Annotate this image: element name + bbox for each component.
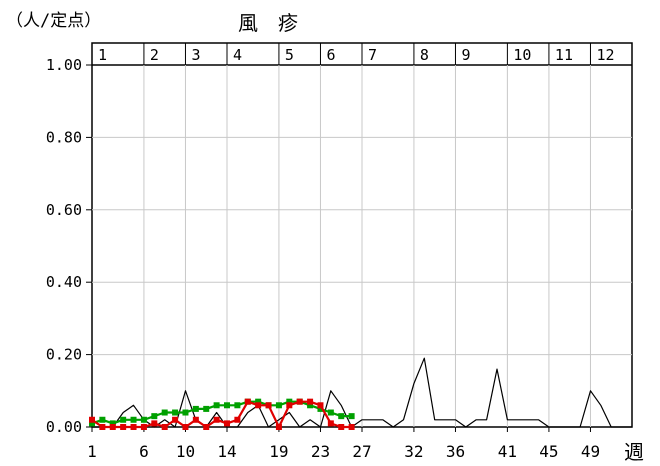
month-label: 4 bbox=[233, 46, 242, 64]
series-3-point bbox=[130, 424, 137, 430]
series-2-point bbox=[140, 416, 147, 423]
series-2-point bbox=[224, 402, 230, 409]
series-2-point bbox=[99, 416, 106, 423]
series-3-point bbox=[286, 402, 293, 409]
series-2-point bbox=[348, 413, 355, 420]
y-axis: 0.00 0.20 0.40 0.60 0.80 1.00 bbox=[46, 56, 92, 436]
series-2-point bbox=[317, 405, 324, 412]
month-label: 10 bbox=[513, 46, 531, 64]
x-tick-label: 41 bbox=[498, 442, 517, 461]
y-tick-label: 0.60 bbox=[46, 201, 82, 219]
x-tick-label: 45 bbox=[539, 442, 558, 461]
series-2-point bbox=[255, 398, 262, 405]
x-tick-label: 19 bbox=[269, 442, 288, 461]
y-unit-label: （人/定点） bbox=[6, 11, 101, 31]
series-3-point bbox=[296, 398, 303, 405]
x-tick-label: 10 bbox=[176, 442, 195, 461]
series-2-point bbox=[203, 405, 210, 412]
month-label: 7 bbox=[368, 46, 377, 64]
series-3-point bbox=[172, 416, 179, 423]
x-tick-label: 14 bbox=[217, 442, 236, 461]
y-tick-label: 0.00 bbox=[46, 418, 82, 436]
month-label: 9 bbox=[461, 46, 470, 64]
series-2-point bbox=[338, 413, 345, 420]
month-label: 8 bbox=[420, 46, 429, 64]
x-axis: 1 6 10 14 19 23 27 32 36 41 45 49 bbox=[87, 427, 600, 461]
series-2-point bbox=[327, 409, 334, 416]
month-label: 2 bbox=[150, 46, 159, 64]
series-2-point bbox=[130, 416, 137, 423]
x-tick-label: 23 bbox=[311, 442, 330, 461]
series-3-point bbox=[224, 420, 230, 427]
x-tick-label: 36 bbox=[446, 442, 465, 461]
series-3-point bbox=[234, 416, 241, 423]
series-3-point bbox=[140, 424, 147, 430]
series-2-point bbox=[286, 398, 293, 405]
series-2-point bbox=[234, 402, 241, 409]
series-3-point bbox=[99, 424, 106, 430]
series-2-point bbox=[307, 402, 314, 409]
series-3-point bbox=[327, 420, 334, 427]
series-3-point bbox=[120, 424, 127, 430]
series-2-point bbox=[151, 413, 158, 420]
series-2-point bbox=[172, 409, 179, 416]
series-3-point bbox=[244, 398, 251, 405]
x-tick-label: 6 bbox=[139, 442, 149, 461]
series-2-point bbox=[109, 420, 116, 427]
series-2-point bbox=[161, 409, 168, 416]
series-3-point bbox=[192, 416, 199, 423]
month-label: 3 bbox=[191, 46, 200, 64]
series-3-point bbox=[161, 424, 168, 430]
grid bbox=[92, 65, 632, 427]
month-label: 11 bbox=[555, 46, 573, 64]
x-tick-label: 49 bbox=[581, 442, 600, 461]
x-tick-label: 32 bbox=[404, 442, 423, 461]
series-3-point bbox=[151, 420, 158, 427]
series-layer bbox=[89, 357, 632, 430]
x-tick-label: 27 bbox=[352, 442, 371, 461]
series-3-point bbox=[109, 424, 116, 430]
series-3-point bbox=[275, 424, 282, 430]
y-tick-label: 1.00 bbox=[46, 56, 82, 74]
month-label: 5 bbox=[285, 46, 294, 64]
chart-title: 風 疹 bbox=[238, 11, 298, 35]
series-3-point bbox=[203, 424, 210, 430]
month-label: 6 bbox=[326, 46, 335, 64]
series-3-point bbox=[265, 402, 272, 409]
series-2-point bbox=[192, 405, 199, 412]
series-3-point bbox=[338, 424, 345, 430]
series-3-point bbox=[213, 416, 220, 423]
series-3-point bbox=[348, 424, 355, 430]
y-tick-label: 0.40 bbox=[46, 273, 82, 291]
series-2-point bbox=[182, 409, 189, 416]
series-2-point bbox=[213, 402, 220, 409]
x-axis-label: 週 bbox=[624, 440, 644, 464]
series-3-point bbox=[307, 398, 314, 405]
series-3-point bbox=[317, 402, 324, 409]
series-3-point bbox=[182, 424, 189, 430]
series-2-point bbox=[275, 402, 282, 409]
month-label: 12 bbox=[596, 46, 614, 64]
x-tick-label: 1 bbox=[87, 442, 97, 461]
series-line-1 bbox=[92, 357, 632, 428]
month-strip: 1 2 3 4 5 6 7 8 9 10 11 12 bbox=[98, 43, 615, 65]
y-tick-label: 0.20 bbox=[46, 346, 82, 364]
series-3-point bbox=[89, 416, 95, 423]
series-2-point bbox=[120, 416, 127, 423]
month-label: 1 bbox=[98, 46, 107, 64]
y-tick-label: 0.80 bbox=[46, 128, 82, 146]
series-3-point bbox=[255, 402, 262, 409]
series-2-point bbox=[89, 420, 95, 427]
